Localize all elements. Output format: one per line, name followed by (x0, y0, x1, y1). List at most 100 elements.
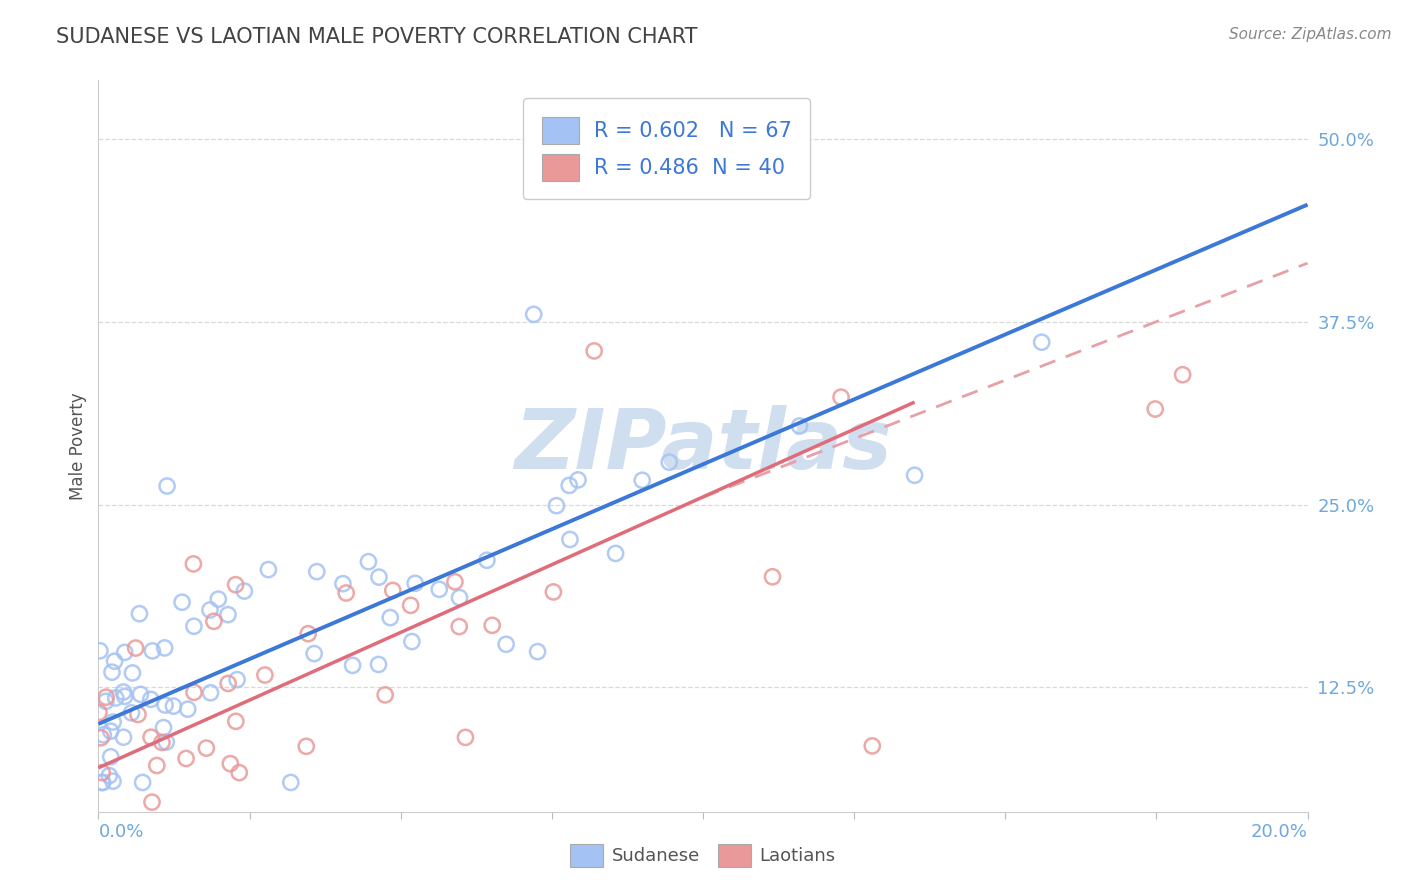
Text: SUDANESE VS LAOTIAN MALE POVERTY CORRELATION CHART: SUDANESE VS LAOTIAN MALE POVERTY CORRELA… (56, 27, 697, 46)
Point (302, 647, 325, 661)
Point (546, 499, 568, 513)
Point (162, 699, 184, 714)
Text: ZIPatlas: ZIPatlas (515, 406, 891, 486)
Point (605, 546, 627, 560)
Point (139, 730, 162, 744)
Point (335, 586, 357, 600)
Point (128, 607, 150, 621)
Point (121, 706, 143, 720)
Point (91, 728, 114, 742)
Point (89, 644, 111, 658)
Point (761, 570, 783, 584)
Point (207, 592, 229, 607)
Legend: R = 0.602   N = 67, R = 0.486  N = 40: R = 0.602 N = 67, R = 0.486 N = 40 (523, 98, 810, 200)
Point (183, 557, 205, 571)
Point (217, 607, 239, 622)
Point (94, 690, 117, 705)
Text: 20.0%: 20.0% (1251, 822, 1308, 841)
Point (342, 658, 364, 673)
Point (98, 769, 121, 783)
Point (305, 565, 328, 579)
Point (368, 570, 391, 584)
Point (146, 758, 169, 772)
Point (280, 775, 302, 789)
Point (658, 455, 681, 469)
Point (170, 595, 193, 609)
Point (94, 694, 117, 708)
Point (101, 665, 124, 680)
Point (174, 751, 197, 765)
Point (121, 665, 143, 680)
Point (454, 731, 477, 745)
Point (153, 640, 176, 655)
Point (253, 668, 276, 682)
Point (141, 795, 163, 809)
Point (444, 574, 467, 589)
Point (91, 765, 114, 780)
Point (156, 479, 179, 493)
Point (401, 634, 423, 648)
Point (183, 619, 205, 633)
Point (124, 641, 146, 656)
Point (1171, 368, 1194, 382)
Text: Source: ZipAtlas.com: Source: ZipAtlas.com (1229, 27, 1392, 42)
Point (789, 419, 811, 434)
Point (904, 468, 927, 483)
Point (150, 735, 173, 749)
Point (228, 765, 250, 780)
Point (221, 819, 243, 833)
Point (449, 619, 471, 633)
Point (219, 756, 242, 771)
Point (100, 724, 122, 739)
Point (295, 739, 318, 754)
Point (114, 690, 136, 704)
Point (177, 702, 200, 716)
Point (374, 688, 396, 702)
Point (543, 585, 565, 599)
Point (567, 473, 589, 487)
Text: 0.0%: 0.0% (98, 822, 143, 841)
Point (139, 692, 162, 706)
Point (112, 730, 135, 744)
Point (427, 582, 450, 597)
Point (90, 775, 112, 789)
Point (90, 731, 112, 745)
Point (87, 706, 110, 720)
Point (526, 645, 548, 659)
Point (103, 654, 125, 668)
Point (141, 644, 163, 658)
Point (381, 583, 404, 598)
Point (1144, 402, 1167, 417)
Point (257, 563, 280, 577)
Point (152, 721, 174, 735)
Point (380, 610, 402, 624)
Point (198, 603, 221, 617)
Point (195, 741, 218, 756)
Point (101, 774, 124, 789)
Point (217, 676, 239, 690)
Point (101, 714, 124, 729)
Point (200, 686, 222, 700)
Point (631, 473, 654, 487)
Point (357, 555, 380, 569)
Point (233, 584, 256, 599)
Point (153, 698, 176, 712)
Point (225, 577, 247, 591)
Point (127, 707, 149, 722)
Point (225, 714, 247, 729)
Point (183, 685, 205, 699)
Y-axis label: Male Poverty: Male Poverty (69, 392, 87, 500)
Point (104, 690, 127, 705)
Point (332, 576, 354, 591)
Point (449, 591, 471, 605)
Point (558, 478, 581, 492)
Point (202, 615, 225, 629)
Point (399, 599, 422, 613)
Point (91, 775, 114, 789)
Point (404, 576, 426, 591)
Point (129, 687, 152, 701)
Point (226, 673, 249, 687)
Point (860, 739, 883, 753)
Point (115, 819, 138, 833)
Point (583, 343, 606, 358)
